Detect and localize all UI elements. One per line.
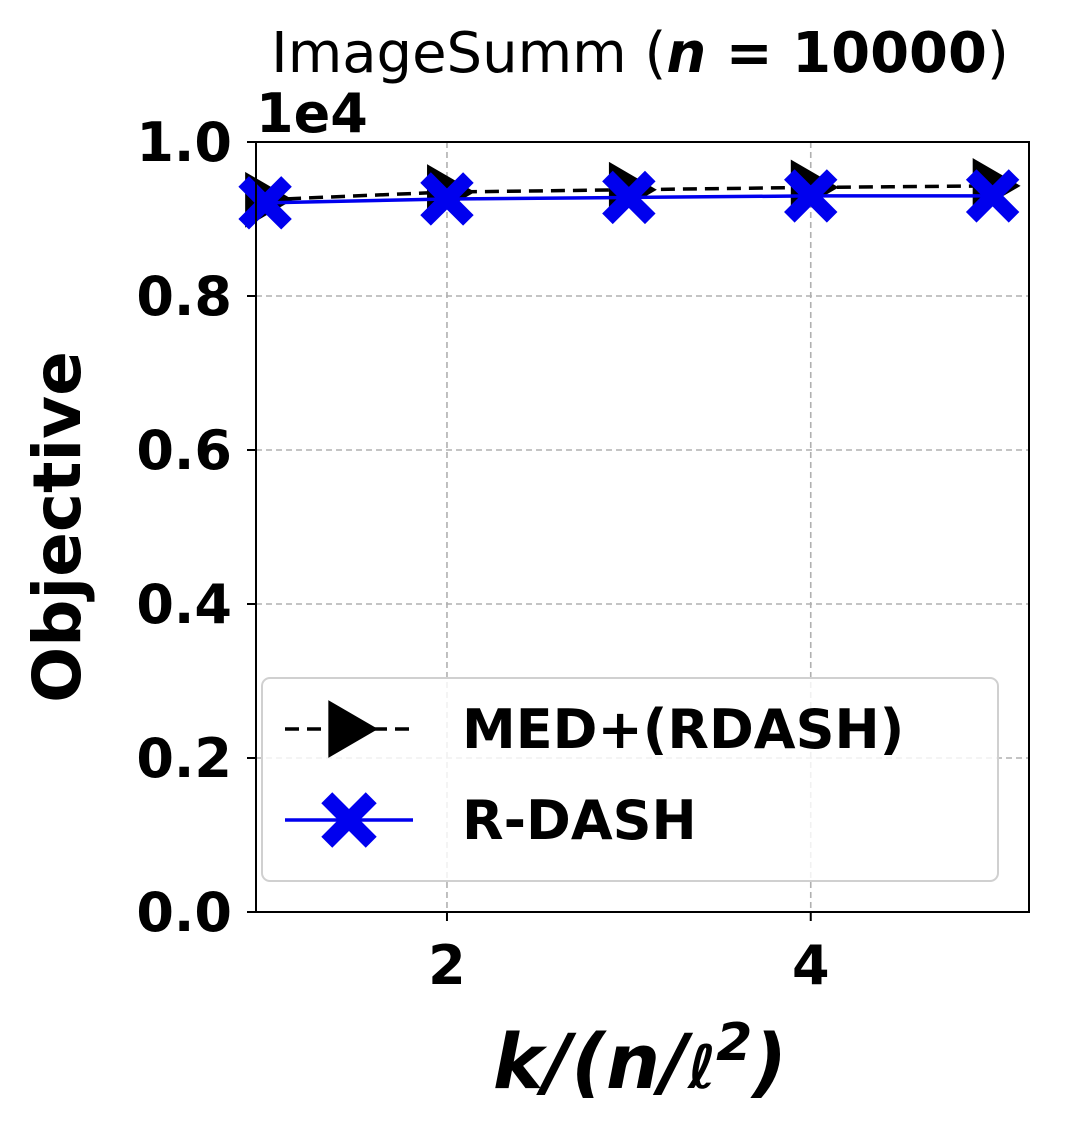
chart-title: ImageSumm (n = 10000): [271, 21, 1009, 86]
data-point-x: [238, 176, 292, 230]
x-tick-label: 2: [428, 934, 466, 997]
data-point-x: [602, 170, 656, 225]
ticks: 0.0 0.2 0.4 0.6 0.8 1.0 2 4: [136, 111, 829, 997]
data-point-x: [965, 169, 1020, 223]
legend-frame: [261, 677, 999, 882]
legend-marker-x: [321, 792, 377, 848]
legend: MED+(RDASH) R-DASH: [261, 677, 999, 882]
y-offset-label: 1e4: [256, 82, 368, 145]
x-tick-label: 4: [792, 934, 830, 997]
y-tick-label: 1.0: [136, 111, 232, 174]
y-tick-label: 0.0: [136, 881, 232, 944]
legend-label-1: R-DASH: [462, 789, 697, 852]
legend-label-0: MED+(RDASH): [462, 698, 904, 761]
plot-frame: [255, 141, 1030, 913]
y-tick-label: 0.8: [136, 265, 232, 328]
legend-marker-triangle: [328, 700, 378, 758]
y-tick-label: 0.2: [136, 727, 232, 790]
y-axis-label: Objective: [19, 351, 96, 703]
data-point-x: [784, 169, 838, 223]
y-tick-label: 0.4: [136, 573, 232, 636]
x-axis-label: k/(n/ℓ2): [493, 1013, 787, 1106]
data-point-x: [420, 172, 474, 226]
series-layer: [238, 158, 1021, 230]
y-tick-label: 0.6: [136, 419, 232, 482]
